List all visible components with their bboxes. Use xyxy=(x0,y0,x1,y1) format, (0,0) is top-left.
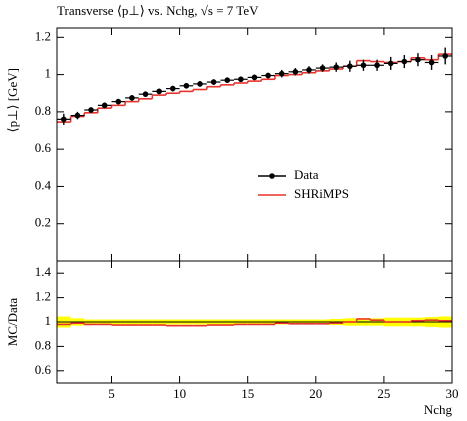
data-point xyxy=(115,98,122,105)
data-point xyxy=(183,82,190,89)
x-tick-label: 30 xyxy=(446,386,459,401)
x-axis-label: Nchg xyxy=(424,402,453,417)
x-tick-label: 5 xyxy=(108,386,115,401)
x-tick-label: 20 xyxy=(309,386,322,401)
data-point xyxy=(224,77,231,83)
legend-label: Data xyxy=(294,167,319,182)
data-point xyxy=(169,85,176,92)
data-point xyxy=(265,72,271,79)
data-point xyxy=(74,112,81,119)
data-point xyxy=(319,65,326,71)
data-point xyxy=(278,70,285,77)
data-point xyxy=(101,102,108,109)
y-tick-label: 1 xyxy=(45,313,52,328)
data-point xyxy=(156,88,162,95)
data-point xyxy=(387,60,394,67)
y-tick-label: 1.2 xyxy=(35,289,51,304)
data-point xyxy=(88,107,94,113)
data-point xyxy=(129,95,135,101)
x-tick-label: 25 xyxy=(377,386,390,401)
chart-title: Transverse ⟨p⊥⟩ vs. Nchg, √s = 7 TeV xyxy=(57,3,259,18)
x-tick-label: 10 xyxy=(173,386,186,401)
y-tick-label: 0.6 xyxy=(35,362,52,377)
y-tick-label: 1.2 xyxy=(35,28,51,43)
data-point xyxy=(360,62,367,69)
y-tick-label: 1 xyxy=(45,66,52,81)
y-axis-label: ⟨p⊥⟩ [GeV] xyxy=(5,68,20,132)
data-point xyxy=(401,58,408,65)
data-point xyxy=(333,64,340,70)
data-point xyxy=(238,76,244,83)
data-point xyxy=(197,81,203,87)
data-point xyxy=(61,116,67,123)
data-point xyxy=(142,91,149,97)
data-point xyxy=(251,74,258,81)
y-tick-label: 0.6 xyxy=(35,140,52,155)
data-point xyxy=(428,59,435,66)
ratio-y-axis-label: MC/Data xyxy=(5,298,20,347)
y-tick-label: 0.4 xyxy=(35,177,52,192)
y-tick-label: 0.8 xyxy=(35,103,51,118)
legend-marker xyxy=(269,173,275,179)
data-point xyxy=(292,69,299,75)
data-point xyxy=(210,79,217,85)
y-tick-label: 1.4 xyxy=(35,264,52,279)
legend-label: SHRiMPS xyxy=(294,186,349,201)
x-tick-label: 15 xyxy=(241,386,254,401)
data-point xyxy=(347,63,353,70)
y-tick-label: 0.2 xyxy=(35,215,51,230)
data-point xyxy=(306,67,312,73)
data-point xyxy=(374,62,380,69)
data-point xyxy=(415,56,421,63)
y-tick-label: 0.8 xyxy=(35,337,51,352)
data-point xyxy=(442,53,448,59)
